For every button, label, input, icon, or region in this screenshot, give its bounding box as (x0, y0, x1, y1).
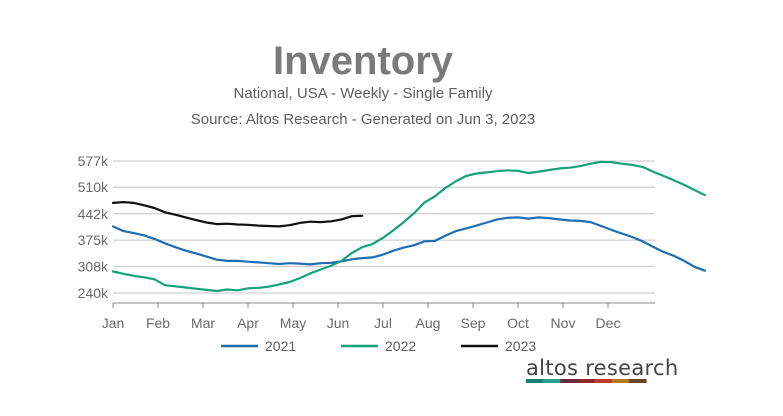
data-series (111, 160, 706, 293)
y-axis: 240k 308k 375k 442k 510k 577k (78, 153, 109, 301)
y-gridlines (113, 160, 655, 294)
brand-bar-segment (526, 379, 544, 383)
y-tick-label: 240k (78, 285, 109, 301)
legend-label-2023: 2023 (505, 338, 536, 354)
chart-title: Inventory (273, 39, 454, 83)
brand-bar-segment (560, 379, 578, 383)
x-tick-label: Feb (146, 315, 170, 331)
legend-label-2021: 2021 (265, 338, 296, 354)
x-tick-label: Dec (596, 315, 621, 331)
series-line-2023 (111, 201, 364, 228)
y-tick-label: 308k (78, 258, 109, 274)
y-tick-label: 510k (78, 179, 109, 195)
x-tick-label: Oct (507, 315, 529, 331)
x-tick-label: Sep (461, 315, 486, 331)
series-line-2022 (111, 160, 706, 293)
brand-bar-segment (611, 379, 630, 383)
x-tick-label: Jul (374, 315, 392, 331)
x-tick-label: Jan (102, 315, 125, 331)
x-tick-label: Mar (191, 315, 215, 331)
x-tick-label: Nov (551, 315, 576, 331)
brand-bar-segment (594, 379, 613, 383)
x-tick-label: Aug (416, 315, 441, 331)
x-tick-label: May (280, 315, 306, 331)
brand-bar-segment (628, 379, 647, 383)
x-tick-label: Jun (327, 315, 350, 331)
brand-bar-segment (543, 379, 561, 383)
x-tick-label: Apr (237, 315, 259, 331)
altos-research-logo: altos research (526, 356, 678, 383)
series-line-2021 (111, 216, 706, 272)
y-tick-label: 375k (78, 232, 109, 248)
y-tick-label: 442k (78, 206, 109, 222)
brand-color-bar (526, 379, 647, 383)
legend-label-2022: 2022 (385, 338, 416, 354)
brand-text: altos research (526, 356, 678, 380)
chart-source: Source: Altos Research - Generated on Ju… (191, 111, 535, 128)
legend: 2021 2022 2023 (221, 338, 536, 354)
brand-bar-segment (577, 379, 596, 383)
y-tick-label: 577k (78, 153, 109, 169)
chart-subtitle: National, USA - Weekly - Single Family (234, 85, 493, 102)
x-axis: Jan Feb Mar Apr May Jun Jul Aug Sep Oct Nov Dec (102, 302, 655, 331)
